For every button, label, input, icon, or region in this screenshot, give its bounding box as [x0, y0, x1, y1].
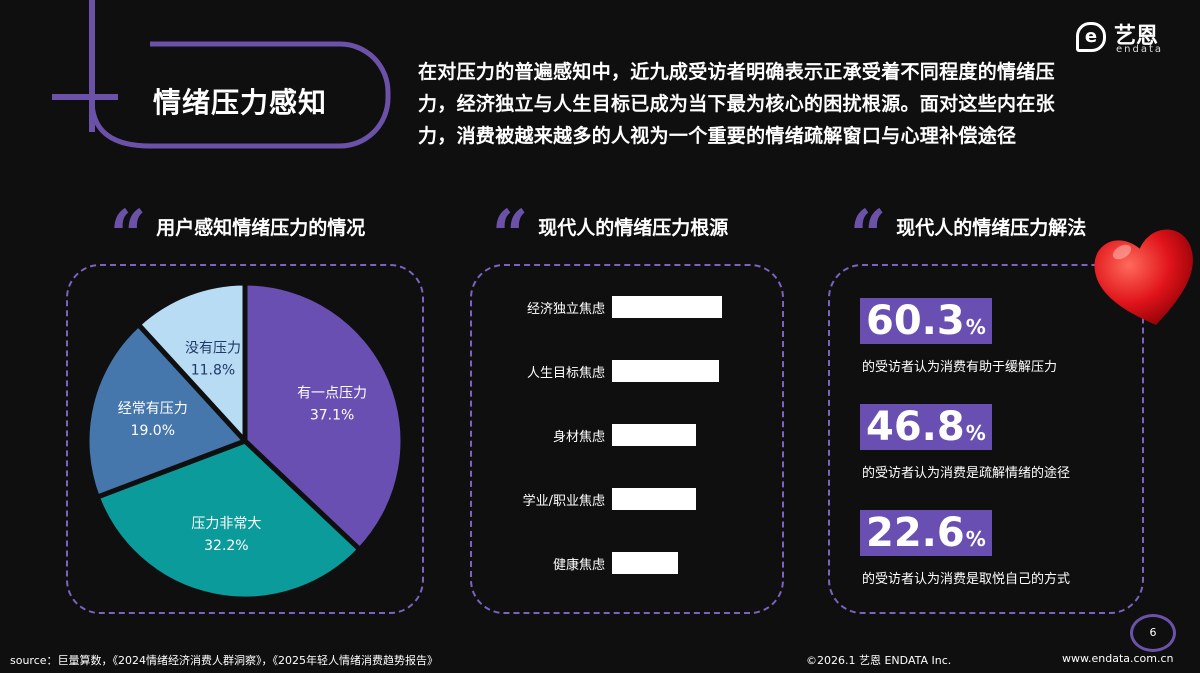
bar-1 — [612, 360, 719, 382]
stat-value: 22.6 — [866, 510, 965, 556]
quote-icon: “ — [492, 194, 529, 277]
endata-logo: e 艺恩 endata — [1076, 20, 1186, 56]
stress-pie-chart: 有一点压力 37.1% 压力非常大 32.2% 经常有压力 19.0% 没有压力 11.8% — [84, 280, 406, 602]
bar-category-label: 身材焦虑 — [552, 429, 605, 445]
pie-panel — [66, 264, 424, 614]
pie-slice-2 — [84, 321, 248, 500]
pie-slice-label: 经常有压力 — [118, 401, 188, 417]
bar-category-label: 经济独立焦虑 — [526, 301, 605, 317]
bars-section-title-text: 现代人的情绪压力根源 — [538, 216, 729, 239]
intro-line-1: 在对压力的普遍感知中，近九成受访者明确表示正承受着不同程度的情绪压 — [418, 61, 1055, 83]
page-title: 情绪压力感知 — [152, 86, 327, 119]
pie-slice-value: 11.8% — [191, 363, 235, 379]
logo-mark: e — [1076, 22, 1106, 52]
bar-row: 学业/职业焦虑 — [470, 488, 696, 510]
bars-section-title: “ 现代人的情绪压力根源 — [490, 201, 729, 271]
bar-category-label: 人生目标焦虑 — [526, 365, 605, 381]
stats-section-title: “ 现代人的情绪压力解法 — [848, 201, 1087, 271]
stat-unit: % — [965, 527, 986, 551]
stat-unit: % — [965, 421, 986, 445]
bar-0 — [612, 296, 722, 318]
stat-description: 的受访者认为消费是疏解情绪的途径 — [862, 466, 1071, 481]
pie-slice-label: 压力非常大 — [191, 516, 261, 532]
stats-list: 60.3% 的受访者认为消费有助于缓解压力 46.8% 的受访者认为消费是疏解情绪的途… — [828, 264, 1144, 614]
intro-line-3: 力，消费被越来越多的人视为一个重要的情绪疏解窗口与心理补偿途径 — [418, 125, 1017, 147]
intro-line-2: 力，经济独立与人生目标已成为当下最为核心的困扰根源。面对这些内在张 — [418, 93, 1055, 115]
bar-row: 经济独立焦虑 — [470, 296, 722, 318]
stat-description: 的受访者认为消费是取悦自己的方式 — [862, 572, 1071, 587]
bars-panel — [470, 264, 784, 614]
stat-unit: % — [965, 315, 986, 339]
heart-icon — [1094, 229, 1193, 325]
bar-4 — [612, 552, 678, 574]
pie-slice-value: 37.1% — [310, 408, 354, 424]
copyright: ©2026.1 艺恩 ENDATA Inc. — [806, 654, 952, 667]
pie-slice-label: 有一点压力 — [297, 386, 367, 402]
bar-category-label: 健康焦虑 — [552, 557, 605, 573]
bar-row: 人生目标焦虑 — [470, 360, 719, 382]
source-note: source：巨量算数，《2024情绪经济消费人群洞察》，《2025年轻人情绪消… — [10, 654, 439, 667]
pie-slice-1 — [94, 438, 363, 602]
quote-icon: “ — [110, 194, 147, 277]
logo-en: endata — [1116, 44, 1164, 55]
bar-3 — [612, 488, 696, 510]
page-number: 6 — [1130, 614, 1176, 652]
website-link[interactable]: www.endata.com.cn — [1062, 652, 1174, 665]
pie-slice-value: 19.0% — [131, 423, 175, 439]
stat-highlight: 60.3% — [860, 298, 992, 344]
stats-section-title-text: 现代人的情绪压力解法 — [896, 216, 1087, 239]
pie-slice-0 — [242, 280, 406, 553]
stat-description: 的受访者认为消费有助于缓解压力 — [862, 360, 1058, 375]
stat-value: 60.3 — [866, 298, 965, 344]
quote-icon: “ — [850, 194, 887, 277]
bar-row: 健康焦虑 — [470, 552, 678, 574]
stats-panel — [828, 264, 1144, 614]
bar-row: 身材焦虑 — [470, 424, 696, 446]
pie-slice-value: 32.2% — [204, 538, 248, 554]
stat-highlight: 46.8% — [860, 404, 992, 450]
pie-section-title: “ 用户感知情绪压力的情况 — [108, 201, 366, 271]
stress-source-bar-chart: 经济独立焦虑 人生目标焦虑身材焦虑学业/职业焦虑健康焦虑 — [470, 264, 784, 614]
logo-cn: 艺恩 — [1114, 24, 1159, 49]
stat-highlight: 22.6% — [860, 510, 992, 556]
bar-2 — [612, 424, 696, 446]
pie-slice-label: 没有压力 — [185, 341, 241, 357]
stat-value: 46.8 — [866, 404, 965, 450]
pie-slice-3 — [135, 280, 248, 444]
pie-section-title-text: 用户感知情绪压力的情况 — [156, 216, 366, 239]
intro-text: 在对压力的普遍感知中，近九成受访者明确表示正承受着不同程度的情绪压 力，经济独立… — [418, 56, 1178, 152]
bar-category-label: 学业/职业焦虑 — [522, 493, 605, 509]
